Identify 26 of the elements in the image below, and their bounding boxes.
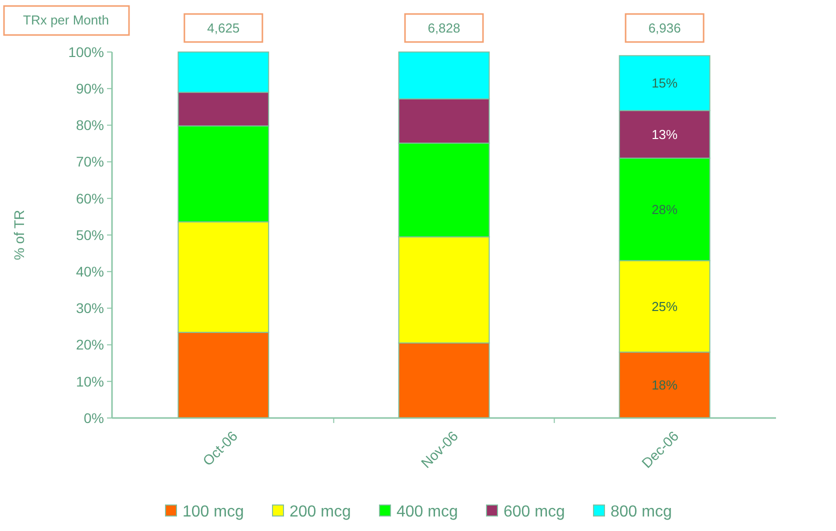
text: TRx per Month xyxy=(23,12,109,28)
data-label: 18% xyxy=(652,378,678,393)
y-tick-label: 90% xyxy=(76,80,104,96)
y-tick-label: 40% xyxy=(76,264,104,280)
y-axis-title: % of TR xyxy=(11,210,27,260)
y-tick-label: 0% xyxy=(84,410,104,426)
y-tick-label: 30% xyxy=(76,300,104,316)
data-label: 15% xyxy=(652,76,678,91)
y-tick-label: 70% xyxy=(76,154,104,170)
legend-label: 200 mcg xyxy=(290,504,351,521)
legend-label: 800 mcg xyxy=(610,504,672,521)
text: 4,625 xyxy=(207,20,240,36)
y-tick-label: 60% xyxy=(76,190,104,206)
legend-label: 400 mcg xyxy=(396,504,458,521)
legend-label: 100 mcg xyxy=(182,504,244,521)
y-tick-label: 80% xyxy=(76,117,104,134)
y-tick-label: 50% xyxy=(76,226,104,243)
y-tick-label: 100% xyxy=(68,44,104,60)
data-label: 13% xyxy=(652,126,678,142)
legend-label: 600 mcg xyxy=(504,504,565,521)
y-tick-label: 10% xyxy=(76,373,104,390)
data-label: 25% xyxy=(652,298,678,314)
data-label: 28% xyxy=(652,202,678,217)
text: 6,828 xyxy=(428,20,460,36)
text: 6,936 xyxy=(648,20,681,36)
y-tick-label: 20% xyxy=(76,336,104,353)
